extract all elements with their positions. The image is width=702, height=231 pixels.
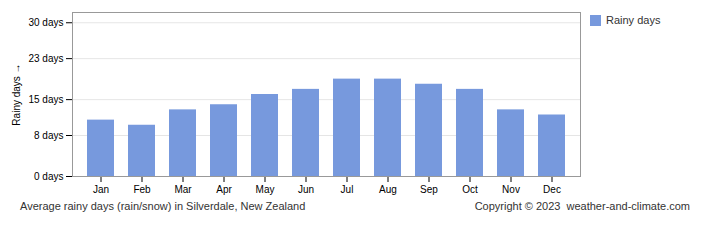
svg-text:Feb: Feb bbox=[133, 184, 151, 195]
svg-text:Nov: Nov bbox=[502, 184, 520, 195]
svg-text:15 days: 15 days bbox=[28, 94, 63, 105]
svg-text:Apr: Apr bbox=[216, 184, 232, 195]
svg-text:Jun: Jun bbox=[298, 184, 314, 195]
svg-text:Rainy days →: Rainy days → bbox=[11, 63, 22, 125]
svg-text:Oct: Oct bbox=[462, 184, 478, 195]
svg-text:Jul: Jul bbox=[341, 184, 354, 195]
html-text:Copyright © 2023 weather-and-c: Copyright © 2023 weather-and-climate.com bbox=[474, 200, 690, 212]
svg-text:Aug: Aug bbox=[379, 184, 397, 195]
svg-text:Mar: Mar bbox=[174, 184, 192, 195]
svg-text:30 days: 30 days bbox=[28, 17, 63, 28]
svg-text:Dec: Dec bbox=[543, 184, 561, 195]
svg-text:8 days: 8 days bbox=[34, 130, 63, 141]
html-text:Rainy days: Rainy days bbox=[606, 14, 661, 26]
svg-text:Sep: Sep bbox=[420, 184, 438, 195]
svg-text:0 days: 0 days bbox=[34, 171, 63, 182]
html-text:Average rainy days (rain/snow): Average rainy days (rain/snow) in Silver… bbox=[20, 200, 306, 212]
svg-text:Jan: Jan bbox=[93, 184, 109, 195]
svg-text:23 days: 23 days bbox=[28, 53, 63, 64]
svg-text:May: May bbox=[256, 184, 275, 195]
